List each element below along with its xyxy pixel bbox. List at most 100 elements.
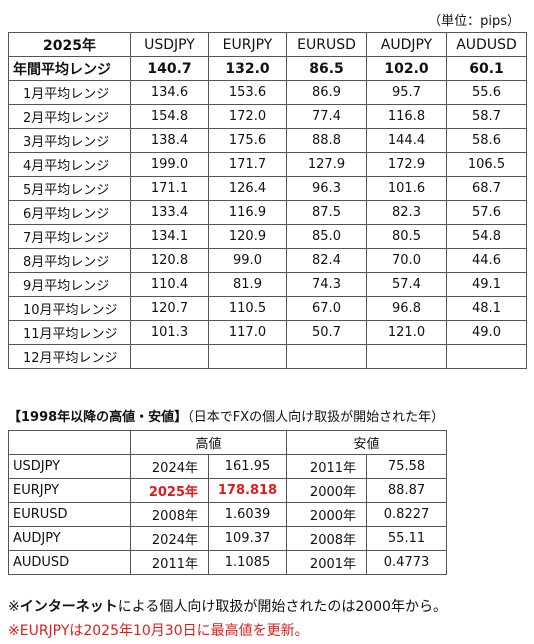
eurjpy-record-note: ※EURJPYは2025年10月30日に最高値を更新。	[8, 623, 309, 639]
month-row: 2月平均レンジ 154.8 172.0 77.4 116.8 58.7	[8, 104, 527, 129]
month-value: 44.6	[446, 248, 527, 273]
pair-header-usdjpy: USDJPY	[130, 32, 209, 57]
month-value: 50.7	[286, 320, 367, 345]
month-label: 11月平均レンジ	[8, 320, 131, 345]
month-value: 58.7	[446, 104, 527, 129]
month-value: 116.9	[208, 200, 287, 225]
month-value: 101.6	[366, 176, 447, 201]
annual-average-value: 102.0	[366, 56, 447, 81]
month-value: 57.4	[366, 272, 447, 297]
month-value: 67.0	[286, 296, 367, 321]
month-value: 133.4	[130, 200, 209, 225]
month-label: 7月平均レンジ	[8, 224, 131, 249]
month-value: 80.5	[366, 224, 447, 249]
high-low-row: EURJPY 2025年 178.818 2000年 88.87	[8, 478, 448, 503]
annual-average-row: 年間平均レンジ 140.7 132.0 86.5 102.0 60.1	[8, 56, 527, 81]
high-value: 1.1085	[207, 550, 288, 575]
low-value: 0.8227	[366, 502, 448, 527]
high-value: 178.818	[207, 478, 288, 503]
unit-note: （単位：pips）	[428, 14, 520, 29]
month-value	[130, 344, 209, 369]
month-value: 68.7	[446, 176, 527, 201]
month-value: 95.7	[366, 80, 447, 105]
low-year: 2001年	[286, 550, 368, 575]
high-low-row: AUDJPY 2024年 109.37 2008年 55.11	[8, 526, 448, 551]
pair-name: AUDJPY	[8, 526, 131, 551]
month-value: 134.1	[130, 224, 209, 249]
pair-header-eurjpy: EURJPY	[208, 32, 287, 57]
month-value: 57.6	[446, 200, 527, 225]
month-value: 85.0	[286, 224, 367, 249]
low-year: 2000年	[286, 502, 368, 527]
low-value: 55.11	[366, 526, 448, 551]
monthly-range-table: 2025年 USDJPY EURJPY EURUSD AUDJPY AUDUSD 年間平均レ…	[8, 32, 527, 369]
pair-header-audjpy: AUDJPY	[366, 32, 447, 57]
month-label: 3月平均レンジ	[8, 128, 131, 153]
month-row: 12月平均レンジ	[8, 344, 527, 369]
annual-average-label: 年間平均レンジ	[8, 56, 131, 81]
high-low-row: USDJPY 2024年 161.95 2011年 75.58	[8, 454, 448, 479]
high-low-row: AUDUSD 2011年 1.1085 2001年 0.4773	[8, 550, 448, 575]
month-value: 101.3	[130, 320, 209, 345]
month-value: 55.6	[446, 80, 527, 105]
pair-header-audusd: AUDUSD	[446, 32, 527, 57]
month-value: 110.5	[208, 296, 287, 321]
high-low-table: 高値 安値 USDJPY 2024年 161.95 2011年 75.58 EURJPY 202…	[8, 430, 448, 575]
month-value: 74.3	[286, 272, 367, 297]
high-value: 109.37	[207, 526, 288, 551]
month-value: 58.6	[446, 128, 527, 153]
year-header-cell: 2025年	[8, 32, 131, 57]
annual-average-value: 86.5	[286, 56, 367, 81]
month-value: 106.5	[446, 152, 527, 177]
low-value: 0.4773	[366, 550, 448, 575]
note1-rest: による個人向け取扱が開始されたのは2000年から。	[117, 599, 447, 615]
month-value: 116.8	[366, 104, 447, 129]
month-label: 9月平均レンジ	[8, 272, 131, 297]
month-value: 96.8	[366, 296, 447, 321]
month-value: 171.1	[130, 176, 209, 201]
since-1998-heading-note: （日本でFXの個人向け取扱が開始された年）	[187, 410, 445, 425]
month-label: 2月平均レンジ	[8, 104, 131, 129]
since-1998-heading: 【1998年以降の高値・安値】（日本でFXの個人向け取扱が開始された年）	[8, 406, 444, 425]
month-value: 175.6	[208, 128, 287, 153]
month-value: 96.3	[286, 176, 367, 201]
month-value: 49.0	[446, 320, 527, 345]
month-label: 4月平均レンジ	[8, 152, 131, 177]
month-row: 10月平均レンジ 120.7 110.5 67.0 96.8 48.1	[8, 296, 527, 321]
high-low-row: EURUSD 2008年 1.6039 2000年 0.8227	[8, 502, 448, 527]
month-value: 154.8	[130, 104, 209, 129]
internet-start-note: ※インターネットによる個人向け取扱が開始されたのは2000年から。	[8, 596, 447, 616]
month-label: 8月平均レンジ	[8, 248, 131, 273]
month-value: 54.8	[446, 224, 527, 249]
month-value: 172.0	[208, 104, 287, 129]
month-value: 126.4	[208, 176, 287, 201]
month-value: 138.4	[130, 128, 209, 153]
month-value	[366, 344, 447, 369]
range-header-row: 2025年 USDJPY EURJPY EURUSD AUDJPY AUDUSD	[8, 32, 527, 57]
month-value: 77.4	[286, 104, 367, 129]
high-year: 2024年	[130, 454, 209, 479]
month-value: 171.7	[208, 152, 287, 177]
note1-bold: インターネット	[19, 599, 118, 615]
low-year: 2011年	[286, 454, 368, 479]
month-row: 9月平均レンジ 110.4 81.9 74.3 57.4 49.1	[8, 272, 527, 297]
low-year: 2008年	[286, 526, 368, 551]
month-value: 99.0	[208, 248, 287, 273]
low-year: 2000年	[286, 478, 368, 503]
month-row: 8月平均レンジ 120.8 99.0 82.4 70.0 44.6	[8, 248, 527, 273]
month-value: 81.9	[208, 272, 287, 297]
month-value: 199.0	[130, 152, 209, 177]
blank-header-cell	[8, 430, 131, 455]
low-value: 75.58	[366, 454, 448, 479]
pair-header-eurusd: EURUSD	[286, 32, 367, 57]
high-year: 2025年	[130, 478, 209, 503]
month-value: 144.4	[366, 128, 447, 153]
annual-average-value: 132.0	[208, 56, 287, 81]
month-value	[286, 344, 367, 369]
month-value: 86.9	[286, 80, 367, 105]
high-header: 高値	[129, 430, 288, 455]
month-value: 120.9	[208, 224, 287, 249]
pair-name: AUDUSD	[8, 550, 131, 575]
annual-average-value: 60.1	[446, 56, 527, 81]
month-row: 1月平均レンジ 134.6 153.6 86.9 95.7 55.6	[8, 80, 527, 105]
